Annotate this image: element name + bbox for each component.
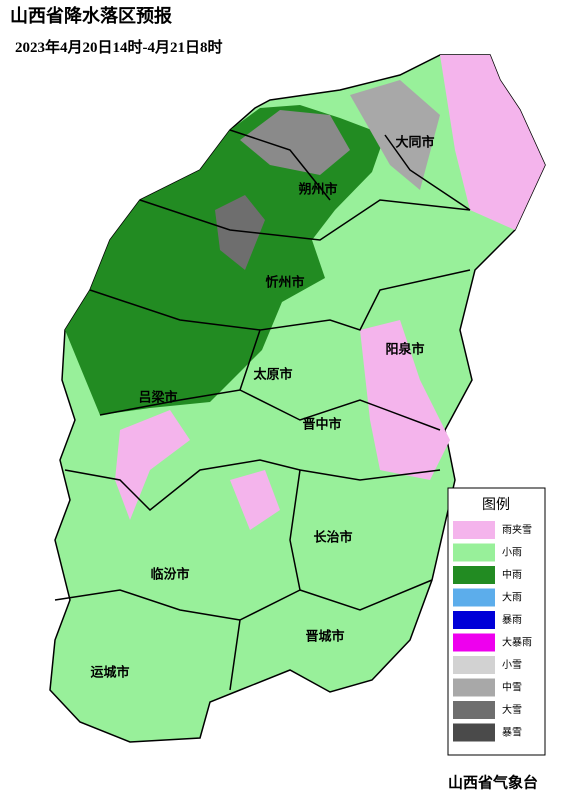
legend-label: 暴雨 [502,614,522,626]
snow-area [350,80,440,190]
legend-label: 大暴雨 [502,636,532,649]
sleet-area [440,55,545,230]
boundary [64,459,301,512]
sleet-area [230,470,280,530]
city-label: 晋中市 [302,417,341,433]
moderate-rain-area [65,105,385,415]
city-label: 长治市 [313,530,352,546]
sleet-area [115,410,190,520]
city-label: 大同市 [395,135,434,151]
legend-swatch [453,656,495,674]
boundary [54,589,241,621]
city-label: 晋城市 [305,629,344,645]
city-label: 太原市 [252,367,292,383]
boundary [299,469,441,481]
city-label: 运城市 [90,665,129,681]
legend-label: 暴雪 [502,727,522,739]
legend-label: 雨夹雪 [502,523,532,536]
title: 山西省降水落区预报 [10,5,172,27]
legend-label: 小雪 [502,659,522,671]
boundary [99,389,441,431]
legend-swatch [453,566,495,584]
legend-swatch [453,678,495,697]
legend-swatch [453,543,495,562]
snow-area [215,195,265,270]
boundary [139,199,471,241]
footer: 山西省气象台 [448,774,538,792]
legend-swatch [453,723,495,742]
boundary [299,579,433,611]
legend-label: 大雪 [502,703,522,716]
legend-label: 中雪 [502,681,522,694]
legend-swatch [453,701,495,719]
city-label: 吕梁市 [138,390,177,406]
legend-swatch [453,588,495,607]
boundary [239,269,471,391]
city-label: 阳泉市 [385,342,424,358]
legend-title: 图例 [482,497,510,513]
city-label: 临汾市 [150,567,189,583]
subtitle: 2023年4月20日14时-4月21日8时 [15,38,223,56]
map [49,54,546,743]
city-label: 忻州市 [265,275,304,291]
legend-swatch [453,521,495,539]
legend-label: 小雨 [502,547,522,559]
snow-area [240,110,350,175]
boundary [229,129,331,201]
boundary [384,134,471,211]
city-label: 朔州市 [298,182,337,198]
legend-swatch [453,633,495,652]
legend-label: 大雨 [502,591,522,604]
legend-label: 中雨 [502,568,522,581]
boundary [89,289,261,331]
legend-swatch [453,611,495,629]
sleet-area [360,320,450,480]
